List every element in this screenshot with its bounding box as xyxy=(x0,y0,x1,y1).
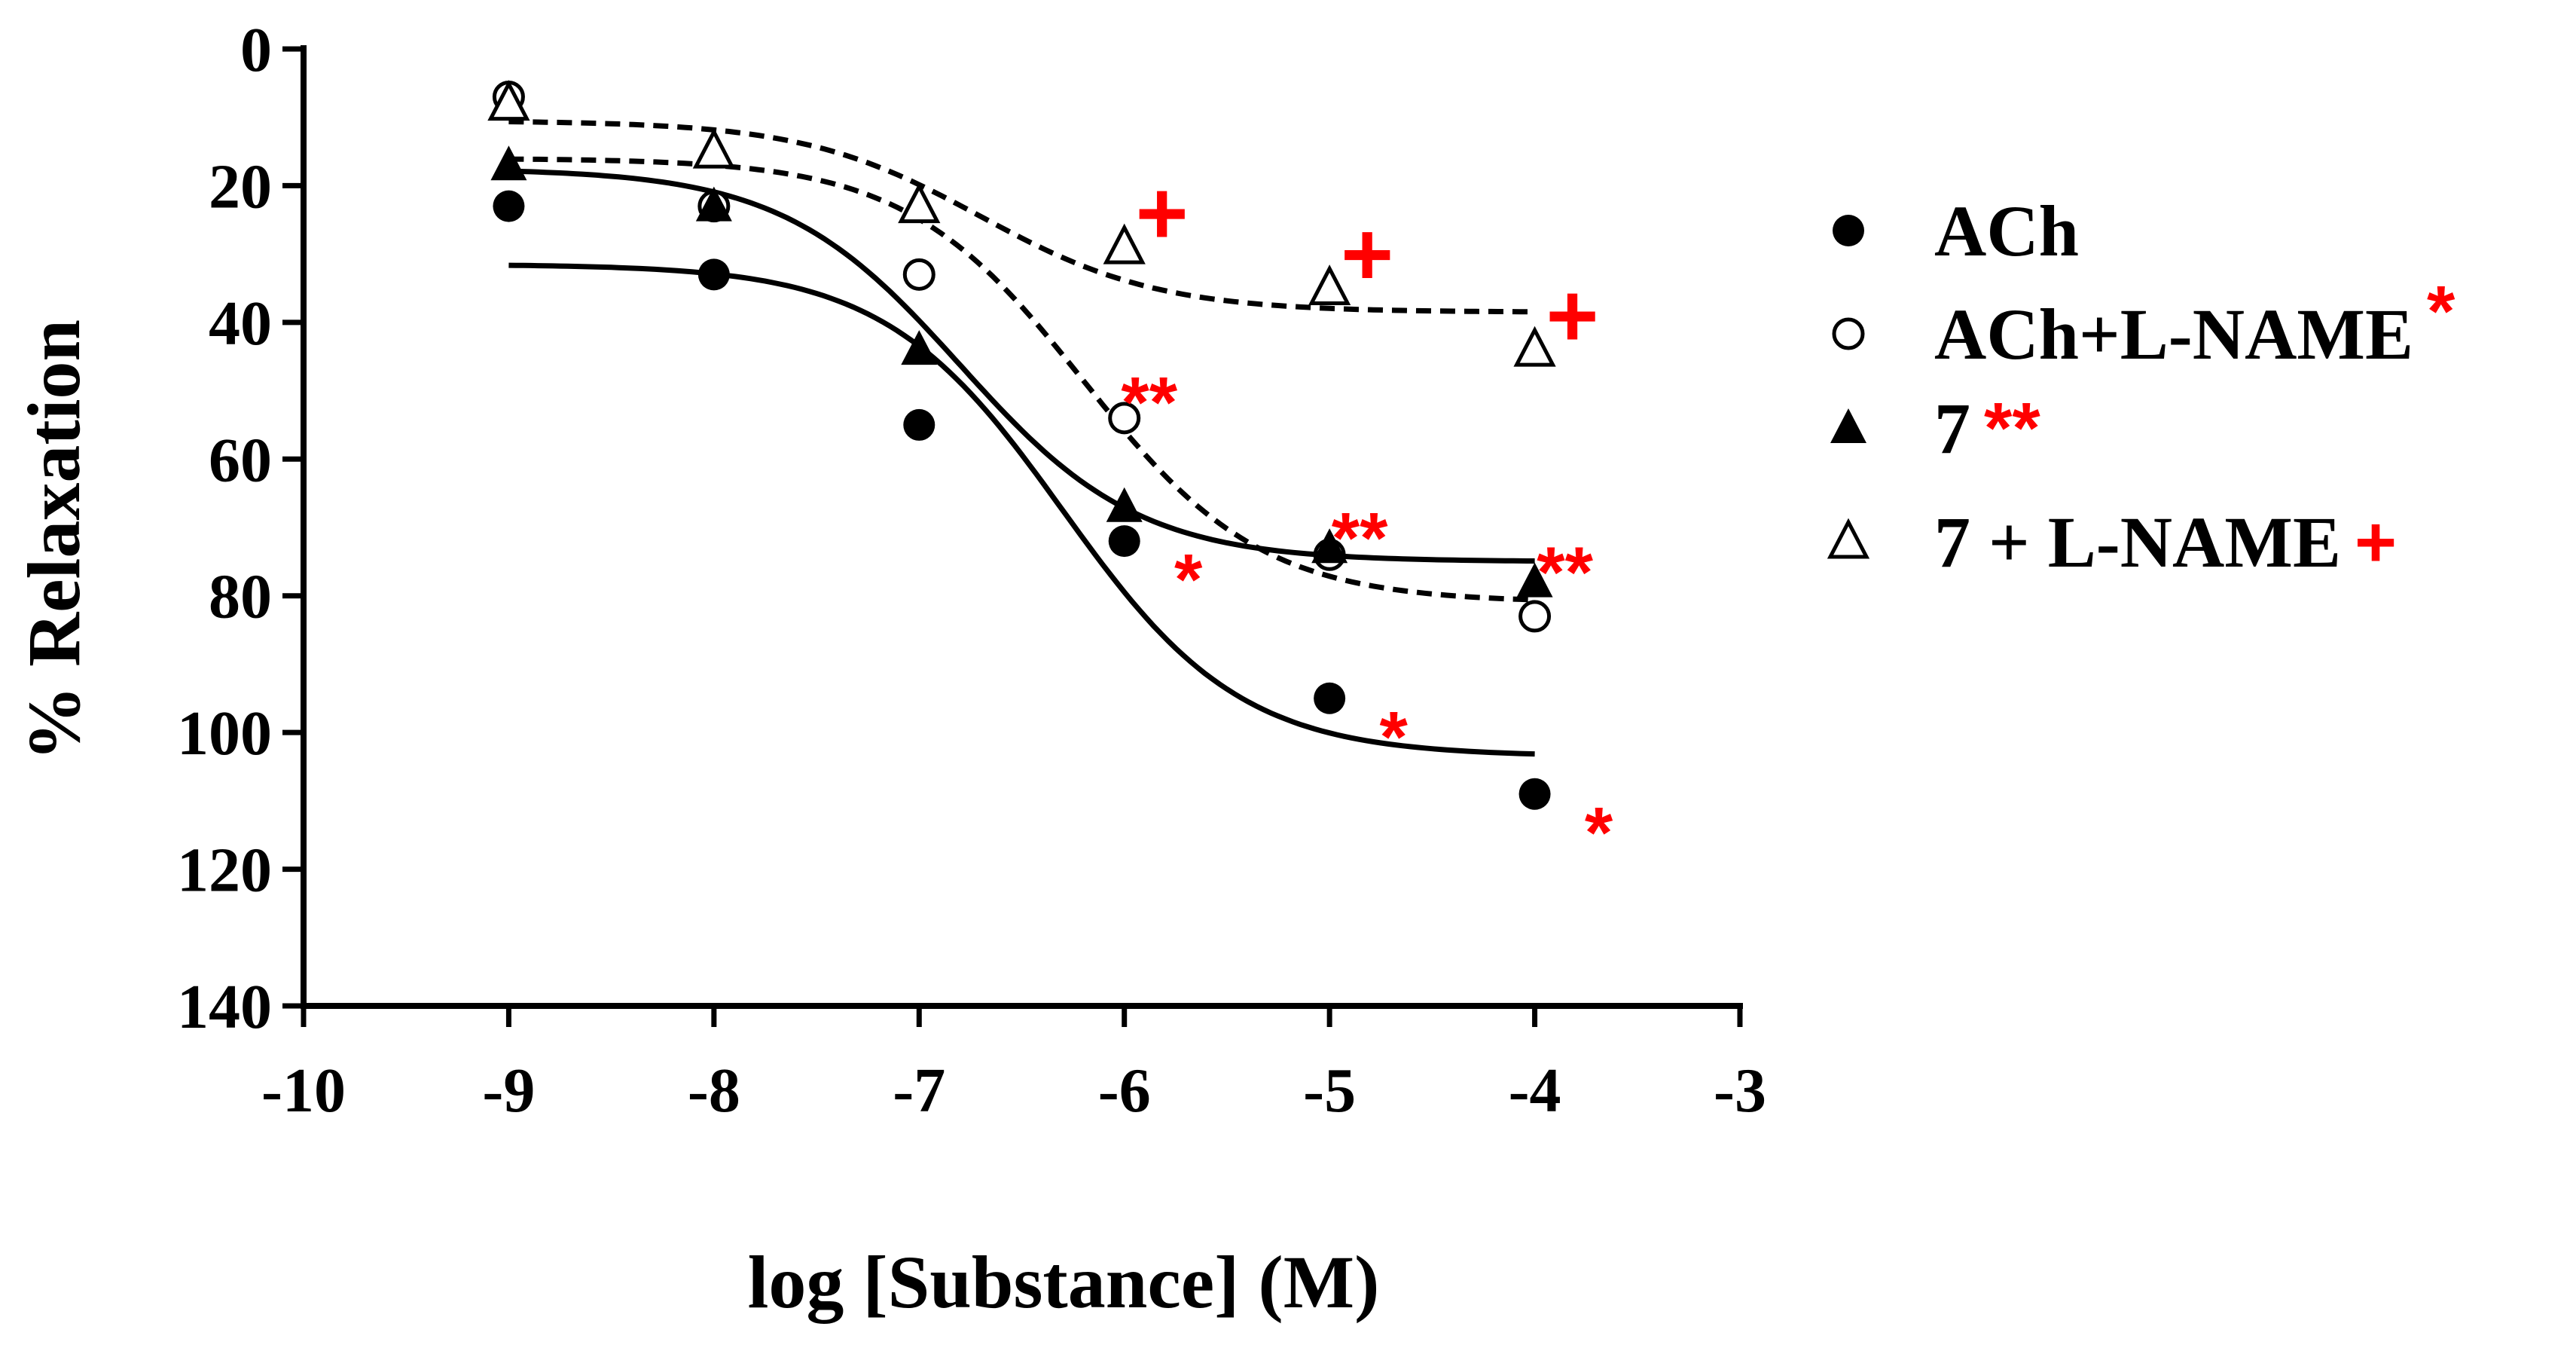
data-point xyxy=(1833,215,1864,246)
data-point xyxy=(1308,264,1351,305)
x-tick-label: -7 xyxy=(893,1056,945,1126)
y-tick-label: 120 xyxy=(177,836,272,906)
significance-mark: + xyxy=(1546,265,1599,366)
x-tick-label: -9 xyxy=(482,1056,535,1126)
data-point xyxy=(1518,600,1552,633)
data-point xyxy=(1518,778,1551,810)
data-point xyxy=(901,330,938,365)
data-point xyxy=(490,145,527,181)
data-point xyxy=(1311,528,1348,564)
fit-curve xyxy=(508,119,1535,315)
y-tick-label: 80 xyxy=(209,562,272,632)
data-point xyxy=(692,127,735,169)
y-tick-label: 20 xyxy=(209,151,272,222)
legend-significance-mark: ** xyxy=(1984,388,2040,469)
y-axis-title: % Relaxation xyxy=(12,319,96,761)
data-point xyxy=(1108,525,1140,558)
data-point xyxy=(1314,682,1346,714)
legend-label: ACh xyxy=(1934,191,2079,271)
data-point xyxy=(902,258,935,291)
significance-mark: * xyxy=(1379,697,1408,778)
data-point xyxy=(1832,317,1865,350)
data-points xyxy=(487,80,1556,810)
x-axis-title: log [Substance] (M) xyxy=(748,1240,1380,1324)
fit-curve xyxy=(508,168,1535,564)
legend-significance-mark: + xyxy=(2355,502,2397,582)
y-tick-label: 40 xyxy=(209,289,272,359)
x-tick-label: -6 xyxy=(1098,1056,1151,1126)
fit-curve xyxy=(508,156,1535,603)
data-point xyxy=(1830,408,1866,443)
significance-mark: + xyxy=(1136,163,1189,264)
legend-label: 7 + L-NAME + xyxy=(1934,502,2397,582)
fit-curve xyxy=(508,262,1535,757)
significance-mark: * xyxy=(1174,539,1203,620)
x-tick-label: -5 xyxy=(1303,1056,1356,1126)
x-tick-label: -4 xyxy=(1509,1056,1561,1126)
data-point xyxy=(1108,402,1141,435)
y-tick-label: 140 xyxy=(177,972,272,1042)
y-tick-label: 60 xyxy=(209,425,272,495)
data-point xyxy=(1513,326,1556,367)
legend-item: 7 + L-NAME + xyxy=(1827,502,2397,582)
significance-mark: + xyxy=(1341,204,1393,305)
legend-item: 7 ** xyxy=(1830,388,2040,469)
data-point xyxy=(695,186,732,222)
data-point xyxy=(487,80,530,121)
legend-item: ACh xyxy=(1833,191,2079,271)
legend-item: ACh+L-NAME * xyxy=(1832,271,2455,374)
legend-significance-mark: * xyxy=(2427,271,2455,352)
y-tick-label: 0 xyxy=(240,15,272,85)
y-tick-label: 100 xyxy=(177,698,272,769)
data-point xyxy=(1103,223,1146,264)
data-point xyxy=(898,182,941,224)
data-point xyxy=(493,190,525,222)
data-point xyxy=(697,258,730,291)
significance-mark: ** xyxy=(1121,362,1177,443)
data-point xyxy=(903,408,935,441)
axes: 0 20 40 60 80 100 120 140 -10 -9 -8 -7 -6 -5 -4 -3 xyxy=(177,15,1766,1126)
data-point xyxy=(1516,562,1553,598)
data-point xyxy=(1827,518,1870,559)
legend-label: 7 ** xyxy=(1934,388,2040,469)
fit-curves xyxy=(508,119,1535,757)
x-tick-label: -3 xyxy=(1714,1056,1766,1126)
significance-mark: ** xyxy=(1537,533,1593,613)
data-point xyxy=(1106,487,1143,522)
legend-label: ACh+L-NAME * xyxy=(1934,271,2455,374)
significance-marks: ******* **+ ++ xyxy=(1121,163,1613,873)
significance-mark: * xyxy=(1585,793,1613,873)
significance-mark: ** xyxy=(1332,498,1388,579)
x-tick-label: -10 xyxy=(261,1056,346,1126)
x-tick-label: -8 xyxy=(688,1056,740,1126)
